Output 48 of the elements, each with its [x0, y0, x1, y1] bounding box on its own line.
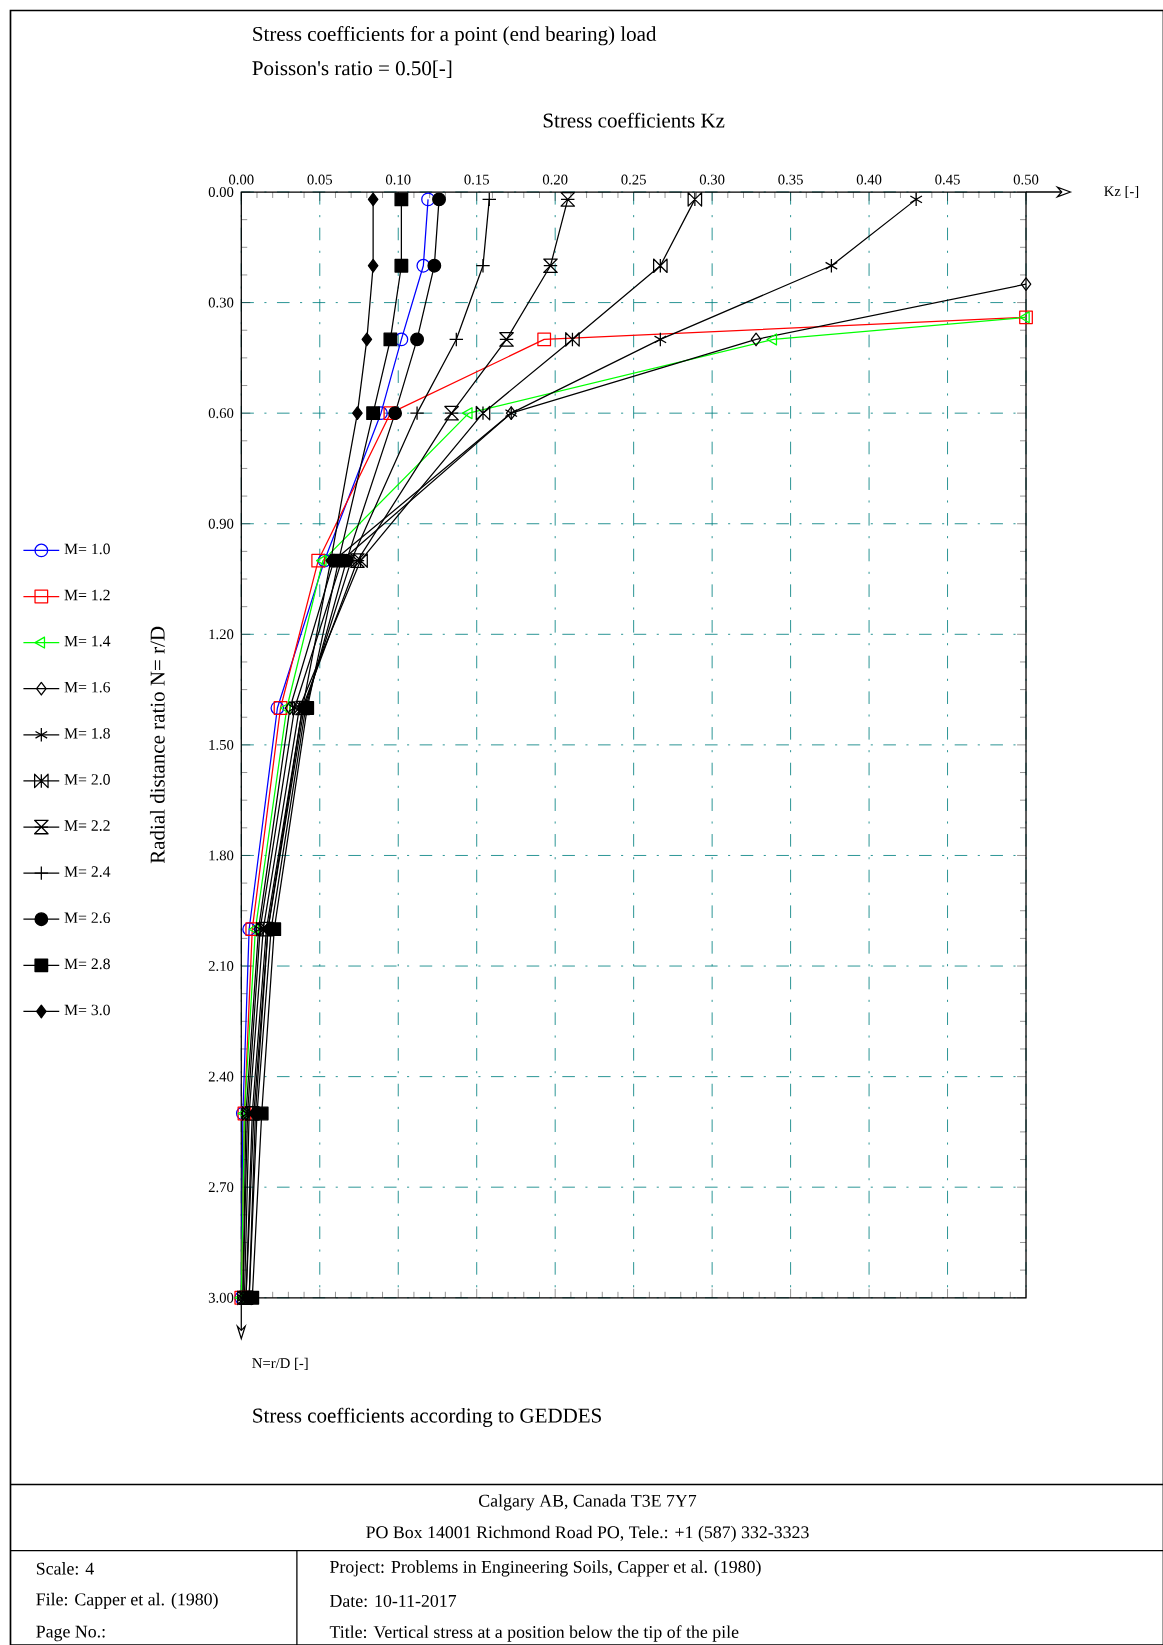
legend-label: M= 1.6 — [64, 681, 110, 693]
y-tick-label: 0.60 — [208, 408, 234, 419]
x-axis-title: Stress coefficients Kz — [543, 112, 725, 128]
y-tick-label: 0.90 — [208, 518, 234, 529]
y-tick-label: 1.50 — [209, 739, 234, 750]
x-tick-label: 0.35 — [778, 174, 803, 185]
text: Date: 10-11-2017 — [329, 1594, 456, 1608]
x-tick-label: 0.20 — [542, 174, 568, 185]
chart-subtitle: Poisson's ratio = 0.50[-] — [252, 60, 452, 78]
chart-title: Stress coefficients for a point (end bearing) load — [253, 26, 656, 46]
legend-label: M= 2.8 — [64, 958, 110, 970]
text: Calgary AB, Canada T3E 7Y7 — [478, 1494, 696, 1511]
legend-label: M= 1.4 — [64, 635, 111, 647]
text: File: Capper et al. (1980) — [36, 1592, 218, 1610]
x-tick-label: 0.10 — [385, 174, 411, 185]
text: Title: Vertical stress at a position below the tip of the pile — [329, 1625, 739, 1642]
x-tick-label: 0.00 — [228, 174, 254, 185]
y-tick-label: 1.20 — [209, 629, 234, 640]
x-tick-label: 0.40 — [856, 174, 882, 185]
text: N=r/D [-] — [252, 1357, 308, 1370]
y-tick-label: 2.70 — [208, 1182, 234, 1193]
y-tick-label: 0.00 — [208, 187, 234, 197]
y-tick-label: 1.80 — [209, 850, 234, 861]
y-tick-label: 3.00 — [208, 1292, 234, 1303]
legend-label: M= 3.0 — [64, 1004, 110, 1016]
x-tick-label: 0.50 — [1013, 174, 1039, 185]
x-tick-label: 0.05 — [307, 174, 332, 185]
legend-label: M= 2.2 — [64, 820, 110, 831]
y-tick-label: 2.40 — [208, 1071, 234, 1082]
legend-label: M= 2.0 — [64, 774, 110, 785]
x-tick-label: 0.15 — [464, 174, 489, 185]
legend-label: M= 2.6 — [64, 912, 110, 924]
legend-label: M= 1.0 — [64, 543, 110, 555]
legend-label: M= 2.4 — [64, 866, 111, 877]
text: PO Box 14001 Richmond Road PO, Tele.: +1 (587) 332-3323 — [365, 1525, 809, 1542]
x-tick-label: 0.25 — [621, 174, 646, 185]
legend-label: M= 1.8 — [64, 727, 110, 739]
text: Scale: 4 — [36, 1562, 94, 1575]
text: Kz [-] — [1103, 185, 1138, 199]
x-tick-label: 0.45 — [935, 174, 960, 185]
y-tick-label: 2.10 — [208, 961, 234, 972]
legend-label: M= 1.2 — [64, 589, 110, 601]
y-axis-title: Radial distance ratio N= r/D — [149, 626, 165, 864]
text: Project: Problems in Engineering Soils, Capper et al. (1980) — [329, 1560, 761, 1577]
x-tick-label: 0.30 — [699, 174, 725, 185]
text: Stress coefficients according to GEDDES — [253, 1407, 601, 1428]
text: Page No.: — [36, 1625, 105, 1642]
y-tick-label: 0.30 — [208, 297, 234, 308]
